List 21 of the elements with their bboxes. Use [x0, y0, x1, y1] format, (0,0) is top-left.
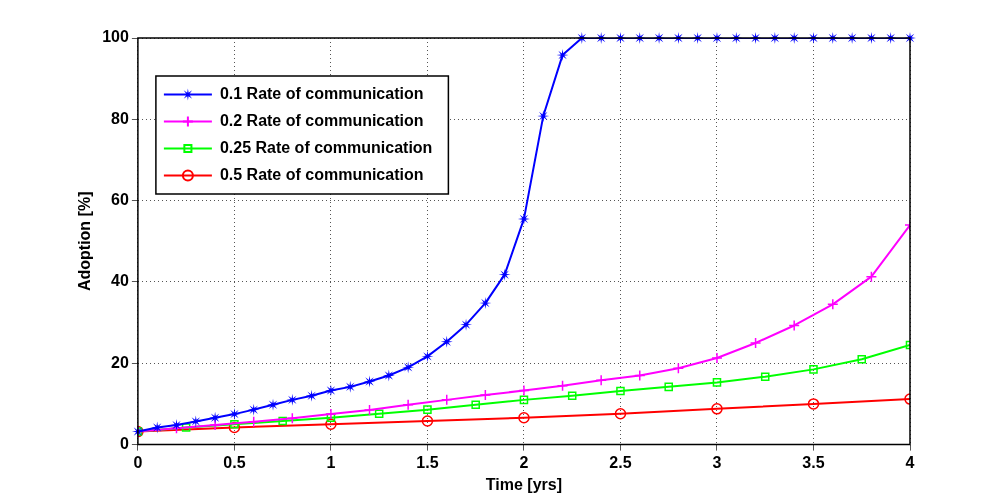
- x-tick-label: 0: [133, 453, 143, 471]
- legend-label: 0.5 Rate of communication: [219, 165, 424, 183]
- legend-label: 0.1 Rate of communication: [219, 84, 424, 102]
- x-tick-label: 1: [326, 453, 336, 471]
- y-axis-title: Adoption [%]: [76, 191, 94, 292]
- x-tick-label: 4: [905, 453, 915, 471]
- legend-label: 0.25 Rate of communication: [219, 138, 433, 156]
- x-tick-label: 1.5: [416, 453, 439, 471]
- legend-label: 0.2 Rate of communication: [219, 111, 424, 129]
- x-axis-title: Time [yrs]: [485, 475, 563, 493]
- x-tick-label: 2.5: [609, 453, 632, 471]
- y-tick-label: 60: [111, 191, 129, 209]
- x-tick-label: 0.5: [223, 453, 246, 471]
- x-tick-label: 2: [519, 453, 529, 471]
- y-tick-label: 20: [111, 353, 129, 371]
- y-tick-label: 0: [119, 435, 129, 453]
- y-tick-label: 40: [111, 272, 129, 290]
- x-tick-label: 3.5: [802, 453, 825, 471]
- y-tick-label: 80: [111, 109, 129, 127]
- y-tick-label: 100: [102, 28, 129, 46]
- x-tick-label: 3: [712, 453, 722, 471]
